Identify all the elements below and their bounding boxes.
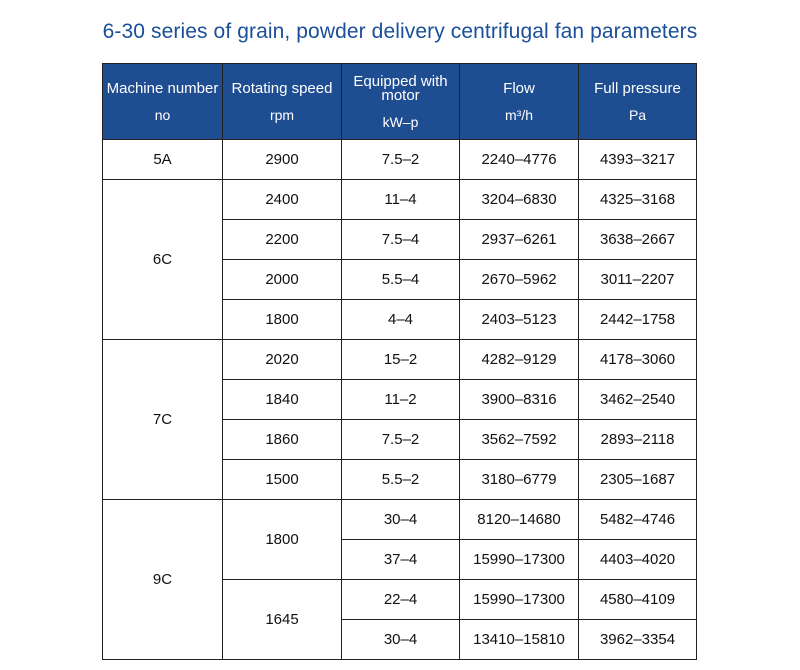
speed-cell: 1840	[222, 379, 342, 420]
pressure-cell: 3638–2667	[578, 219, 697, 260]
table-header-row: Machine number no Rotating speed rpm Equ…	[102, 63, 697, 140]
motor-cell: 11–2	[341, 379, 460, 420]
page-title: 6-30 series of grain, powder delivery ce…	[102, 20, 698, 43]
speed-cell: 1645	[222, 579, 342, 660]
table-row: 30–4 13410–15810 3962–3354	[103, 619, 697, 660]
flow-cell: 3562–7592	[459, 419, 579, 460]
header-label: Rotating speed	[231, 79, 333, 97]
machine-cell: 6C	[102, 179, 223, 340]
header-label: Flow	[503, 79, 535, 97]
pressure-cell: 4393–3217	[578, 139, 697, 180]
pressure-cell: 2305–1687	[578, 459, 697, 500]
speed-cell: 1800	[222, 299, 342, 340]
table-row: 37–4 15990–17300 4403–4020	[103, 539, 697, 580]
motor-cell: 7.5–2	[341, 419, 460, 460]
flow-cell: 2403–5123	[459, 299, 579, 340]
machine-cell: 7C	[102, 339, 223, 500]
header-label: Full pressure	[594, 79, 681, 97]
motor-cell: 7.5–4	[341, 219, 460, 260]
flow-cell: 3180–6779	[459, 459, 579, 500]
motor-cell: 15–2	[341, 339, 460, 380]
table-row: 1860 7.5–2 3562–7592 2893–2118	[103, 419, 697, 460]
table-row: 1500 5.5–2 3180–6779 2305–1687	[103, 459, 697, 500]
header-label: Machine number	[106, 79, 219, 97]
pressure-cell: 2893–2118	[578, 419, 697, 460]
motor-cell: 5.5–2	[341, 459, 460, 500]
header-label: Equipped with motor	[353, 72, 448, 104]
pressure-cell: 3011–2207	[578, 259, 697, 300]
speed-cell: 2020	[222, 339, 342, 380]
motor-cell: 5.5–4	[341, 259, 460, 300]
speed-cell: 1860	[222, 419, 342, 460]
machine-cell: 9C	[102, 499, 223, 660]
speed-cell: 2900	[222, 139, 342, 180]
pressure-cell: 4580–4109	[578, 579, 697, 620]
header-motor: Equipped with motor kW–p	[341, 63, 460, 140]
flow-cell: 2670–5962	[459, 259, 579, 300]
header-unit: kW–p	[382, 113, 419, 130]
flow-cell: 4282–9129	[459, 339, 579, 380]
table-row: 2000 5.5–4 2670–5962 3011–2207	[103, 259, 697, 300]
table-row: 7C 2020 15–2 4282–9129 4178–3060	[102, 339, 697, 500]
motor-cell: 22–4	[341, 579, 460, 620]
speed-cell: 2400	[222, 179, 342, 220]
table-row: 1840 11–2 3900–8316 3462–2540	[103, 379, 697, 420]
motor-cell: 4–4	[341, 299, 460, 340]
header-rotating-speed: Rotating speed rpm	[222, 63, 342, 140]
speed-cell: 2200	[222, 219, 342, 260]
header-unit: Pa	[628, 106, 647, 123]
machine-cell: 5A	[102, 139, 223, 180]
header-unit: m³/h	[505, 106, 533, 123]
header-full-pressure: Full pressure Pa	[578, 63, 697, 140]
pressure-cell: 3962–3354	[578, 619, 697, 660]
table-row: 2200 7.5–4 2937–6261 3638–2667	[103, 219, 697, 260]
motor-cell: 30–4	[341, 619, 460, 660]
motor-cell: 7.5–2	[341, 139, 460, 180]
pressure-cell: 2442–1758	[578, 299, 697, 340]
flow-cell: 15990–17300	[459, 579, 579, 620]
motor-cell: 30–4	[341, 499, 460, 540]
header-machine-number: Machine number no	[102, 63, 223, 140]
speed-cell: 1800	[222, 499, 342, 580]
pressure-cell: 5482–4746	[578, 499, 697, 540]
flow-cell: 3900–8316	[459, 379, 579, 420]
table-row: 9C 1800 30–4 8120–14680 5482–4746	[102, 499, 697, 660]
header-unit: no	[154, 106, 171, 123]
pressure-cell: 4403–4020	[578, 539, 697, 580]
table-row: 1645 22–4 15990–17300 4580–4109	[103, 579, 697, 660]
table-row: 5A 2900 7.5–2 2240–4776 4393–3217	[102, 139, 697, 180]
motor-cell: 11–4	[341, 179, 460, 220]
speed-cell: 1500	[222, 459, 342, 500]
speed-cell: 2000	[222, 259, 342, 300]
fan-parameters-table: Machine number no Rotating speed rpm Equ…	[102, 63, 697, 660]
pressure-cell: 3462–2540	[578, 379, 697, 420]
flow-cell: 13410–15810	[459, 619, 579, 660]
flow-cell: 8120–14680	[459, 499, 579, 540]
flow-cell: 2937–6261	[459, 219, 579, 260]
header-flow: Flow m³/h	[459, 63, 579, 140]
pressure-cell: 4178–3060	[578, 339, 697, 380]
table-row: 1800 4–4 2403–5123 2442–1758	[103, 299, 697, 340]
table-row: 6C 2400 11–4 3204–6830 4325–3168	[102, 179, 697, 340]
flow-cell: 2240–4776	[459, 139, 579, 180]
pressure-cell: 4325–3168	[578, 179, 697, 220]
flow-cell: 3204–6830	[459, 179, 579, 220]
flow-cell: 15990–17300	[459, 539, 579, 580]
header-unit: rpm	[269, 106, 295, 123]
motor-cell: 37–4	[341, 539, 460, 580]
